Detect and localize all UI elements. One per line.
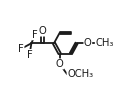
- Text: O: O: [56, 59, 63, 69]
- Text: O: O: [39, 26, 47, 36]
- Text: OCH₃: OCH₃: [67, 69, 93, 79]
- Text: F: F: [18, 44, 24, 54]
- Text: CH₃: CH₃: [95, 38, 114, 48]
- Text: F: F: [32, 30, 38, 40]
- Text: O: O: [84, 38, 92, 48]
- Text: F: F: [27, 50, 32, 60]
